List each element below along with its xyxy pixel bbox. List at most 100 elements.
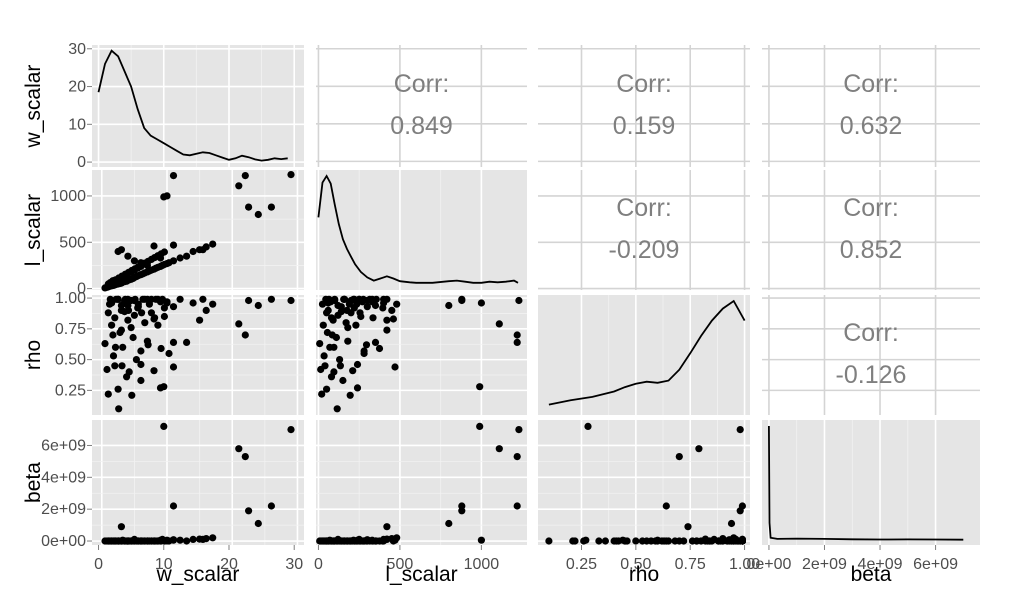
point-rho-w_scalar <box>141 319 149 327</box>
tick-label-rho: 0.25 <box>55 382 86 399</box>
point-beta-l_scalar <box>458 502 466 510</box>
point-rho-w_scalar <box>267 295 275 303</box>
corr-label-l_scalar-rho: Corr: <box>616 194 672 222</box>
point-l_scalar-w_scalar <box>287 171 295 179</box>
point-rho-l_scalar <box>369 314 377 322</box>
point-rho-l_scalar <box>343 306 351 314</box>
corr-label-w_scalar-rho: Corr: <box>616 70 672 98</box>
panel-background <box>538 170 750 290</box>
panel-background <box>538 45 750 167</box>
point-rho-w_scalar <box>141 295 149 303</box>
point-beta-l_scalar <box>515 426 523 434</box>
point-rho-w_scalar <box>160 383 168 391</box>
point-rho-l_scalar <box>362 341 371 349</box>
point-rho-l_scalar <box>336 356 344 364</box>
point-rho-w_scalar <box>121 295 129 303</box>
point-rho-w_scalar <box>106 295 114 303</box>
point-rho-l_scalar <box>513 338 521 346</box>
point-rho-l_scalar <box>316 340 324 348</box>
tick-label-beta: 4e+09 <box>858 556 903 573</box>
point-rho-l_scalar <box>331 295 339 303</box>
point-beta-rho <box>736 426 744 434</box>
point-rho-l_scalar <box>346 391 354 399</box>
tick-label-beta: 6e+09 <box>41 437 86 454</box>
point-beta-rho <box>619 536 627 544</box>
point-rho-l_scalar <box>319 321 327 329</box>
point-rho-l_scalar <box>353 300 361 308</box>
panel-l_scalar-beta <box>762 170 980 290</box>
tick-label-beta: 6e+09 <box>913 556 958 573</box>
row-label-l_scalar: l_scalar <box>22 194 45 266</box>
point-rho-w_scalar <box>150 367 158 375</box>
density-w_scalar <box>97 49 288 162</box>
column-label-beta: beta <box>851 563 892 586</box>
tick-label-l_scalar: 500 <box>387 556 414 573</box>
point-rho-l_scalar <box>353 384 362 392</box>
tick-label-w_scalar-density: 30 <box>68 41 86 58</box>
tick-label-w_scalar-density: 20 <box>68 79 86 96</box>
point-l_scalar-w_scalar <box>183 252 191 260</box>
point-rho-w_scalar <box>108 321 116 329</box>
point-beta-l_scalar <box>383 535 391 544</box>
corr-value-l_scalar-rho: -0.209 <box>609 236 680 264</box>
point-rho-w_scalar <box>119 343 127 351</box>
point-rho-l_scalar <box>323 385 331 393</box>
point-beta-rho <box>601 537 610 545</box>
tick-label-rho: 0.75 <box>55 321 86 338</box>
panel-rho-rho <box>538 295 750 415</box>
point-l_scalar-w_scalar <box>209 240 217 248</box>
point-rho-w_scalar <box>137 376 145 385</box>
point-beta-rho <box>730 537 738 545</box>
point-beta-rho <box>684 523 692 531</box>
point-beta-rho <box>738 502 747 510</box>
tick-label-beta: 4e+09 <box>41 469 86 486</box>
point-rho-l_scalar <box>356 309 364 317</box>
column-label-w_scalar: w_scalar <box>156 563 240 586</box>
panel-rho-w_scalar <box>92 295 304 415</box>
point-l_scalar-w_scalar <box>160 248 168 256</box>
point-l_scalar-w_scalar <box>117 246 125 254</box>
column-label-l_scalar: l_scalar <box>385 563 457 586</box>
point-rho-l_scalar <box>340 295 348 303</box>
point-rho-w_scalar <box>124 316 132 324</box>
corr-label-w_scalar-l_scalar: Corr: <box>394 70 450 98</box>
point-l_scalar-w_scalar <box>160 193 168 201</box>
point-l_scalar-w_scalar <box>245 203 253 211</box>
point-rho-w_scalar <box>154 295 162 303</box>
point-rho-w_scalar <box>111 343 120 351</box>
tick-label-l_scalar: 0 <box>314 556 323 573</box>
point-beta-l_scalar <box>513 453 521 461</box>
point-rho-w_scalar <box>118 362 126 370</box>
tick-label-rho: 0.50 <box>55 352 86 369</box>
point-rho-l_scalar <box>383 295 391 303</box>
point-rho-l_scalar <box>383 316 391 324</box>
point-rho-l_scalar <box>445 301 453 310</box>
point-rho-w_scalar <box>254 301 262 310</box>
point-rho-w_scalar <box>154 321 162 329</box>
point-rho-l_scalar <box>325 295 333 303</box>
tick-label-rho: 0.50 <box>620 556 651 573</box>
panel-background <box>92 45 304 167</box>
tick-label-w_scalar: 10 <box>155 556 173 573</box>
point-rho-w_scalar <box>169 338 178 346</box>
panel-background <box>762 170 980 290</box>
panel-background <box>762 295 980 415</box>
point-beta-l_scalar <box>445 519 453 528</box>
point-beta-rho <box>723 537 731 545</box>
point-rho-l_scalar <box>337 308 345 316</box>
panel-w_scalar-beta <box>762 45 980 167</box>
point-beta-rho <box>584 422 592 430</box>
point-rho-l_scalar <box>349 367 357 375</box>
point-beta-rho <box>714 537 723 545</box>
panel-background <box>762 45 980 167</box>
point-rho-l_scalar <box>320 352 328 360</box>
point-beta-rho <box>675 453 683 461</box>
point-beta-l_scalar <box>383 523 391 531</box>
point-beta-rho <box>582 536 590 544</box>
tick-label-l_scalar: 0 <box>77 281 86 298</box>
point-beta-w_scalar <box>117 523 125 531</box>
point-rho-w_scalar <box>241 331 249 339</box>
density-l_scalar <box>317 174 519 284</box>
